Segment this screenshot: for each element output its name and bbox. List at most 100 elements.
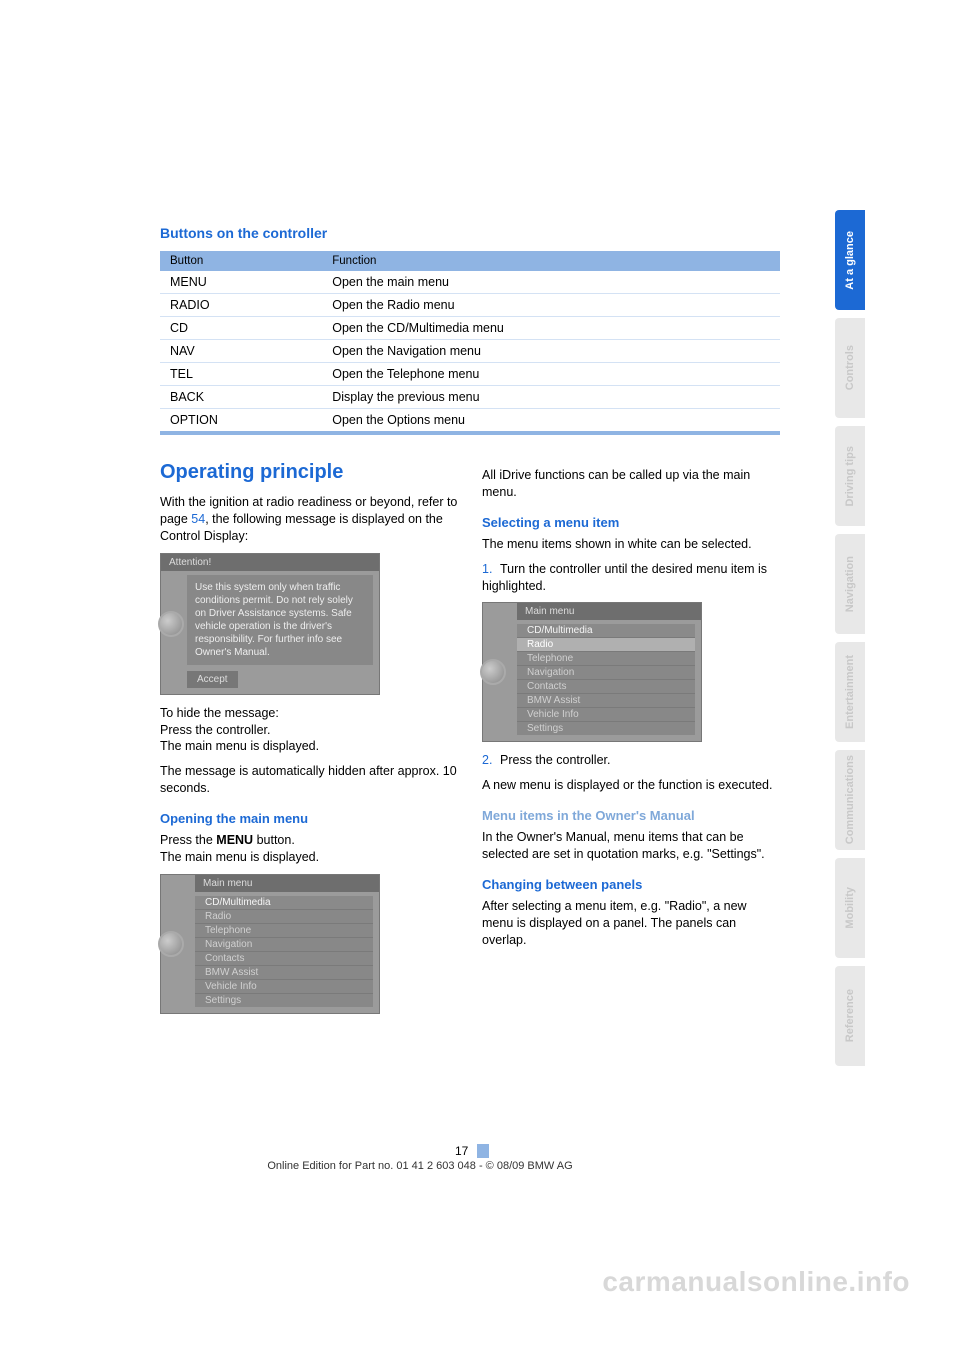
paragraph: The message is automatically hidden afte…	[160, 763, 458, 797]
heading-changing-panels: Changing between panels	[482, 877, 780, 892]
tab-mobility[interactable]: Mobility	[835, 858, 865, 958]
menu-item: Settings	[195, 993, 373, 1007]
table-row: CDOpen the CD/Multimedia menu	[160, 317, 780, 340]
paragraph: Press the controller.	[160, 722, 458, 739]
menu-item: CD/Multimedia	[517, 624, 695, 637]
tab-driving-tips[interactable]: Driving tips	[835, 426, 865, 526]
text: button.	[253, 833, 295, 847]
text: Press the	[160, 833, 216, 847]
table-header-button: Button	[160, 251, 322, 271]
idrive-screenshot: Main menu CD/Multimedia Radio Telephone …	[160, 874, 380, 1014]
section-title: Buttons on the controller	[160, 225, 780, 241]
knob-icon	[158, 611, 184, 637]
tab-label: At a glance	[844, 231, 856, 290]
paragraph: To hide the message:	[160, 705, 458, 722]
footer-text: Online Edition for Part no. 01 41 2 603 …	[0, 1160, 960, 1172]
menu-item: Navigation	[517, 665, 695, 679]
page-number: 17	[455, 1144, 468, 1158]
paragraph: With the ignition at radio readiness or …	[160, 494, 458, 545]
table-row: BACKDisplay the previous menu	[160, 386, 780, 409]
menu-item: Telephone	[517, 651, 695, 665]
menu-item: Vehicle Info	[517, 707, 695, 721]
table-row: MENUOpen the main menu	[160, 271, 780, 294]
page-number-marker	[477, 1144, 489, 1158]
menu-item: Settings	[517, 721, 695, 735]
list-item: 1.Turn the controller until the desired …	[482, 561, 780, 595]
tab-label: Controls	[844, 345, 856, 390]
idrive-screenshot: Main menu CD/Multimedia Radio Telephone …	[482, 602, 702, 742]
side-tabs: At a glance Controls Driving tips Naviga…	[835, 210, 865, 1066]
menu-list: CD/Multimedia Radio Telephone Navigation…	[195, 896, 373, 1007]
paragraph: All iDrive functions can be called up vi…	[482, 467, 780, 501]
list-text: Press the controller.	[500, 753, 610, 767]
two-column-layout: Operating principle With the ignition at…	[160, 443, 780, 1024]
screenshot-title: Main menu	[517, 603, 701, 620]
tab-navigation[interactable]: Navigation	[835, 534, 865, 634]
watermark: carmanualsonline.info	[602, 1266, 910, 1298]
table-cell-function: Open the Navigation menu	[322, 340, 780, 363]
right-column: All iDrive functions can be called up vi…	[482, 443, 780, 1024]
tab-label: Communications	[844, 755, 856, 844]
knob-icon	[158, 931, 184, 957]
table-cell-button: BACK	[160, 386, 322, 409]
tab-label: Reference	[844, 989, 856, 1042]
table-cell-function: Open the Telephone menu	[322, 363, 780, 386]
table-cell-button: NAV	[160, 340, 322, 363]
tab-label: Navigation	[844, 556, 856, 612]
list-item: 2.Press the controller.	[482, 752, 780, 769]
tab-at-a-glance[interactable]: At a glance	[835, 210, 865, 310]
menu-item: Vehicle Info	[195, 979, 373, 993]
table-cell-function: Open the CD/Multimedia menu	[322, 317, 780, 340]
menu-item: Contacts	[517, 679, 695, 693]
tab-reference[interactable]: Reference	[835, 966, 865, 1066]
table-cell-button: RADIO	[160, 294, 322, 317]
screenshot-body: Use this system only when traffic condit…	[187, 575, 373, 665]
table-cell-button: CD	[160, 317, 322, 340]
menu-list: CD/Multimedia Radio Telephone Navigation…	[517, 624, 695, 735]
menu-button-label: MENU	[216, 833, 253, 847]
menu-item: BMW Assist	[195, 965, 373, 979]
table-cell-button: TEL	[160, 363, 322, 386]
table-cell-button: OPTION	[160, 409, 322, 434]
table-cell-function: Open the Radio menu	[322, 294, 780, 317]
content-area: Buttons on the controller Button Functio…	[160, 225, 780, 1024]
paragraph: After selecting a menu item, e.g. "Radio…	[482, 898, 780, 949]
heading-operating-principle: Operating principle	[160, 461, 458, 484]
tab-communications[interactable]: Communications	[835, 750, 865, 850]
table-cell-function: Open the main menu	[322, 271, 780, 294]
tab-label: Driving tips	[844, 446, 856, 507]
page-link[interactable]: 54	[191, 512, 205, 526]
screenshot-title: Main menu	[195, 875, 379, 892]
tab-entertainment[interactable]: Entertainment	[835, 642, 865, 742]
idrive-screenshot: Attention! Use this system only when tra…	[160, 553, 380, 695]
paragraph: Press the MENU button.	[160, 832, 458, 849]
menu-item: Radio	[195, 909, 373, 923]
heading-owners-manual: Menu items in the Owner's Manual	[482, 808, 780, 823]
paragraph: A new menu is displayed or the function …	[482, 777, 780, 794]
screenshot-main-menu: Main menu CD/Multimedia Radio Telephone …	[160, 874, 458, 1014]
menu-item-highlighted: Radio	[517, 637, 695, 651]
buttons-table: Button Function MENUOpen the main menu R…	[160, 251, 780, 435]
menu-item: Contacts	[195, 951, 373, 965]
table-header-function: Function	[322, 251, 780, 271]
menu-item: Telephone	[195, 923, 373, 937]
screenshot-main-menu-highlight: Main menu CD/Multimedia Radio Telephone …	[482, 602, 780, 742]
tab-controls[interactable]: Controls	[835, 318, 865, 418]
table-cell-function: Open the Options menu	[322, 409, 780, 434]
list-number: 2.	[482, 752, 500, 769]
accept-button: Accept	[187, 671, 238, 688]
left-column: Operating principle With the ignition at…	[160, 443, 458, 1024]
page: At a glance Controls Driving tips Naviga…	[0, 0, 960, 1358]
tab-label: Mobility	[844, 887, 856, 929]
heading-selecting-menu-item: Selecting a menu item	[482, 515, 780, 530]
paragraph: The menu items shown in white can be sel…	[482, 536, 780, 553]
table-row: TELOpen the Telephone menu	[160, 363, 780, 386]
heading-opening-main-menu: Opening the main menu	[160, 811, 458, 826]
table-row: NAVOpen the Navigation menu	[160, 340, 780, 363]
screenshot-title: Attention!	[161, 554, 379, 571]
table-cell-button: MENU	[160, 271, 322, 294]
list-text: Turn the controller until the desired me…	[482, 562, 767, 593]
list-number: 1.	[482, 561, 500, 578]
screenshot-attention: Attention! Use this system only when tra…	[160, 553, 458, 695]
menu-item: Navigation	[195, 937, 373, 951]
